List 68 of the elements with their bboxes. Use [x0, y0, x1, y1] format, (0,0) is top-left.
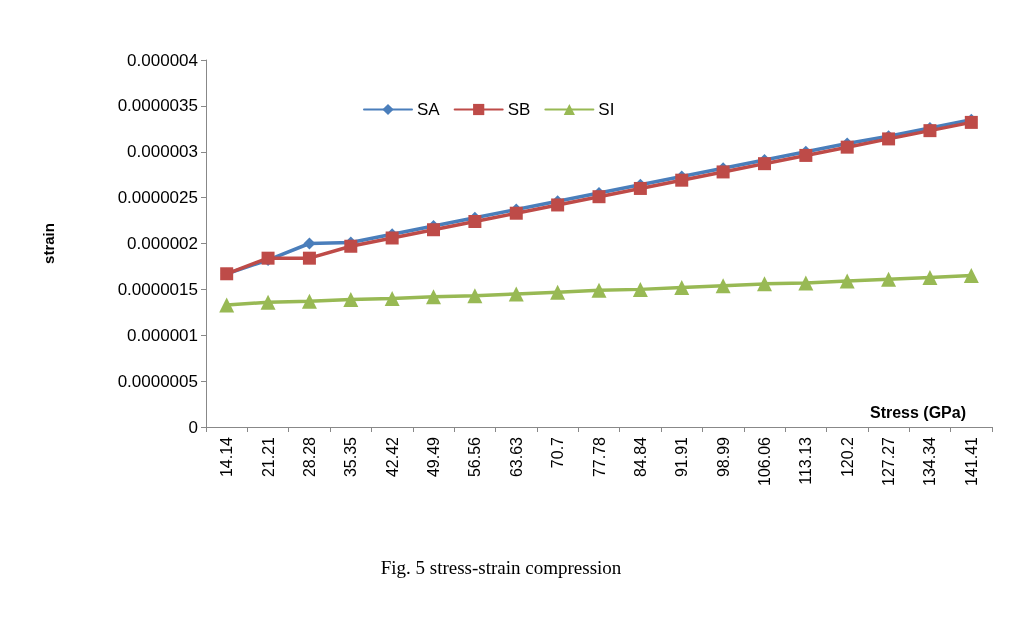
- y-tick-label: 0.0000005: [117, 371, 198, 391]
- x-tick-label: 63.63: [507, 436, 525, 478]
- y-tick-label: 0.000002: [127, 234, 198, 253]
- x-tick-label: 21.21: [259, 436, 277, 478]
- point: [302, 251, 316, 265]
- x-tick-label: 120.2: [838, 436, 856, 478]
- x-tick-label: 28.28: [300, 436, 318, 478]
- point: [550, 284, 566, 300]
- y-tick-label: 0.000001: [127, 325, 198, 345]
- point: [508, 286, 524, 302]
- text: Fig. 5 stress-strain compression: [380, 557, 622, 578]
- point: [551, 198, 565, 212]
- x-tick-label: 70.7: [549, 436, 567, 469]
- point: [922, 269, 938, 285]
- x-tick-label: 35.35: [342, 436, 360, 478]
- point: [468, 214, 482, 228]
- x-tick-label: 42.42: [383, 436, 401, 478]
- point: [426, 289, 442, 305]
- point: [509, 206, 523, 220]
- x-tick-label: 98.99: [714, 436, 732, 478]
- x-tick-label: 127.27: [880, 436, 898, 486]
- x-tick-label: 91.91: [673, 436, 691, 478]
- x-tick-label: 84.84: [631, 436, 649, 478]
- point: [219, 297, 235, 313]
- point: [592, 190, 606, 204]
- point: [427, 223, 441, 237]
- point: [798, 275, 814, 291]
- point: [799, 148, 813, 162]
- point: [591, 282, 607, 298]
- x-tick-label: 106.06: [755, 436, 773, 486]
- x-tick-label: 14.14: [218, 436, 236, 478]
- point: [344, 239, 358, 253]
- legend-label: SA: [417, 100, 441, 119]
- point: [963, 268, 979, 284]
- y-tick-label: 0: [188, 417, 198, 437]
- point: [715, 278, 731, 294]
- point: [716, 165, 730, 179]
- y-tick-label: 0.0000035: [117, 96, 198, 116]
- point: [385, 231, 399, 245]
- point: [923, 124, 937, 138]
- x-tick-label: 134.34: [921, 436, 939, 486]
- x-tick-label: 113.13: [797, 436, 815, 485]
- point: [467, 288, 483, 304]
- x-tick-label: 141.41: [962, 436, 980, 486]
- y-tick-label: 0.000003: [127, 142, 198, 162]
- y-tick-label: 0.000004: [127, 50, 198, 70]
- y-axis-title: strain: [40, 223, 57, 264]
- point: [633, 181, 647, 195]
- x-tick-label: 77.78: [590, 436, 608, 478]
- point: [675, 173, 689, 187]
- point: [757, 157, 771, 171]
- point: [384, 291, 400, 307]
- point: [260, 294, 276, 310]
- y-tick-label: 0.0000015: [117, 279, 198, 299]
- point: [343, 291, 359, 307]
- x-axis-title: Stress (GPa): [869, 403, 967, 421]
- y-tick-label: 0.0000025: [117, 188, 198, 208]
- point: [756, 276, 772, 292]
- point: [632, 281, 648, 297]
- legend-label: SB: [507, 100, 531, 119]
- x-tick-label: 49.49: [425, 436, 443, 478]
- point: [674, 280, 690, 296]
- point: [301, 293, 317, 309]
- x-tick-label: 56.56: [466, 436, 484, 478]
- point: [881, 271, 897, 287]
- legend-label: SI: [598, 100, 615, 119]
- point: [839, 273, 855, 289]
- point: [840, 140, 854, 154]
